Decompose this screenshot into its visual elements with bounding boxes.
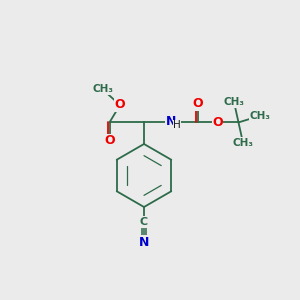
Text: CH₃: CH₃ [224,97,244,107]
Text: CH₃: CH₃ [92,84,113,94]
Text: O: O [104,134,115,148]
Text: CH₃: CH₃ [232,138,254,148]
Text: CH₃: CH₃ [250,111,271,121]
Text: O: O [115,98,125,112]
Text: O: O [193,97,203,110]
Text: O: O [212,116,223,129]
Text: N: N [139,236,149,249]
Text: H: H [173,120,181,130]
Text: N: N [166,115,176,128]
Text: C: C [140,217,148,227]
